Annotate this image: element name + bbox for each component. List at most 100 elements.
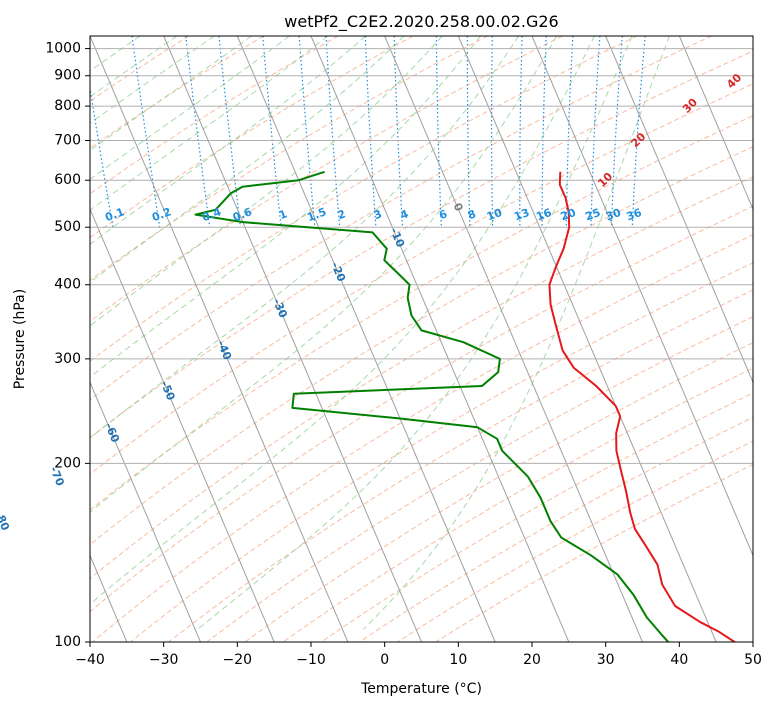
dry-adiabat bbox=[90, 36, 488, 281]
dry-adiabat bbox=[206, 316, 753, 642]
isotherm-line bbox=[605, 36, 753, 384]
background-lines bbox=[90, 36, 753, 642]
isotherm-label: 0 bbox=[451, 201, 466, 213]
mixing-ratio-label: 30 bbox=[604, 206, 623, 224]
isotherm-label: -80 bbox=[0, 509, 12, 533]
dry-adiabat bbox=[168, 289, 753, 642]
plot-frame bbox=[89, 35, 754, 643]
dry-adiabat bbox=[90, 36, 339, 195]
moist-adiabat bbox=[363, 36, 670, 630]
moist-adiabat-label: 40 bbox=[724, 71, 744, 91]
isotherm-label: -60 bbox=[102, 421, 122, 445]
y-tick-label: 600 bbox=[54, 172, 81, 188]
dry-adiabat bbox=[90, 146, 753, 546]
mixing-ratio-label: 6 bbox=[437, 207, 449, 222]
isotherm-line bbox=[384, 36, 643, 642]
mixing-ratio-label: 16 bbox=[534, 206, 553, 224]
dry-adiabat bbox=[282, 367, 753, 642]
mixing-ratio-line bbox=[298, 36, 316, 228]
moist-adiabat bbox=[90, 36, 178, 98]
x-tick-label: −10 bbox=[296, 652, 326, 668]
isotherm-line bbox=[678, 36, 753, 211]
x-tick-label: 50 bbox=[744, 652, 762, 668]
dry-adiabat bbox=[90, 36, 414, 239]
dry-adiabat bbox=[91, 234, 753, 642]
x-tick-label: 20 bbox=[523, 652, 541, 668]
mixing-ratio-line bbox=[466, 36, 471, 228]
mixing-ratio-line bbox=[565, 36, 574, 228]
temperature-line bbox=[548, 171, 736, 642]
y-tick-label: 700 bbox=[54, 132, 81, 148]
x-tick-label: 30 bbox=[597, 652, 615, 668]
dry-adiabat bbox=[90, 83, 753, 475]
moist-adiabat bbox=[90, 36, 595, 605]
dry-adiabat bbox=[435, 463, 753, 642]
chart-title: wetPf2_C2E2.2020.258.00.02.G26 bbox=[284, 12, 558, 32]
y-tick-label: 200 bbox=[54, 455, 81, 471]
moist-adiabat bbox=[90, 36, 366, 245]
isotherm-line bbox=[457, 36, 717, 642]
mixing-ratio-line bbox=[610, 36, 623, 228]
y-tick-label: 800 bbox=[54, 98, 81, 114]
moist-adiabat bbox=[90, 36, 290, 180]
mixing-ratio-line bbox=[490, 36, 494, 228]
moist-adiabat bbox=[90, 36, 405, 283]
mixing-ratio-label: 3 bbox=[372, 207, 384, 222]
mixing-ratio-label: 36 bbox=[625, 206, 644, 224]
dry-adiabat bbox=[90, 36, 563, 322]
moist-adiabat bbox=[90, 36, 443, 327]
mixing-ratio-label: 20 bbox=[559, 206, 578, 224]
moist-adiabat bbox=[90, 36, 558, 513]
y-axis: 100 200 300 400 500 600 700 800 900 1000 bbox=[45, 41, 90, 650]
mixing-ratio-label: 0.1 bbox=[103, 205, 126, 224]
dewpoint-line bbox=[194, 170, 670, 642]
isotherm-line bbox=[90, 381, 201, 642]
mixing-ratio-line bbox=[262, 36, 282, 228]
mixing-ratio-label: 0.6 bbox=[231, 205, 254, 224]
x-tick-label: −40 bbox=[75, 652, 105, 668]
isotherm-line bbox=[90, 207, 275, 642]
grid-lines bbox=[90, 36, 753, 642]
y-tick-label: 500 bbox=[54, 219, 81, 235]
isotherm-line bbox=[752, 36, 753, 38]
dry-adiabat bbox=[90, 115, 753, 511]
y-tick-label: 400 bbox=[54, 277, 81, 293]
x-axis-title: Temperature (°C) bbox=[360, 681, 482, 697]
mixing-ratio-label: 13 bbox=[512, 206, 531, 223]
dry-adiabat bbox=[90, 50, 753, 439]
x-tick-label: −20 bbox=[223, 652, 253, 668]
isotherm-line bbox=[90, 36, 349, 642]
y-axis-title: Pressure (hPa) bbox=[12, 289, 28, 389]
x-axis: −40 −30 −20 −10 0 10 20 30 40 50 bbox=[75, 642, 762, 668]
isotherm-line bbox=[310, 36, 570, 642]
isotherm-label: -50 bbox=[158, 379, 178, 403]
mixing-ratio-label: 8 bbox=[466, 207, 478, 222]
mixing-ratio-line bbox=[131, 36, 161, 228]
isotherm-label: -30 bbox=[270, 296, 290, 320]
y-tick-label: 900 bbox=[54, 68, 81, 84]
moist-adiabat bbox=[90, 36, 215, 124]
dry-adiabat bbox=[90, 36, 190, 102]
isoline-labels: -100-90-80-70-60-50-40-30-20-10010203040… bbox=[0, 71, 744, 533]
mixing-ratio-line bbox=[435, 36, 442, 228]
mixing-ratio-line bbox=[590, 36, 601, 228]
y-tick-label: 300 bbox=[54, 351, 81, 367]
y-tick-label: 100 bbox=[54, 634, 81, 650]
moist-adiabat bbox=[90, 36, 481, 378]
isotherm-label: -10 bbox=[387, 226, 407, 250]
moist-adiabat bbox=[197, 36, 633, 630]
y-tick-label: 1000 bbox=[45, 41, 81, 57]
mixing-ratio-line bbox=[218, 36, 242, 228]
dry-adiabat bbox=[90, 36, 712, 401]
moist-adiabat-label: 10 bbox=[595, 170, 615, 190]
x-tick-label: 10 bbox=[449, 652, 467, 668]
mixing-ratio-label: 2 bbox=[336, 207, 348, 222]
mixing-ratio-label: 25 bbox=[583, 206, 602, 223]
dry-adiabat bbox=[90, 36, 638, 362]
moist-adiabat-label: 30 bbox=[680, 95, 700, 115]
isotherm-line bbox=[531, 36, 753, 557]
isotherm-line bbox=[163, 36, 422, 642]
mixing-ratio-label: 1.5 bbox=[305, 205, 328, 224]
dry-adiabat bbox=[130, 262, 753, 642]
dry-adiabat bbox=[244, 342, 753, 642]
